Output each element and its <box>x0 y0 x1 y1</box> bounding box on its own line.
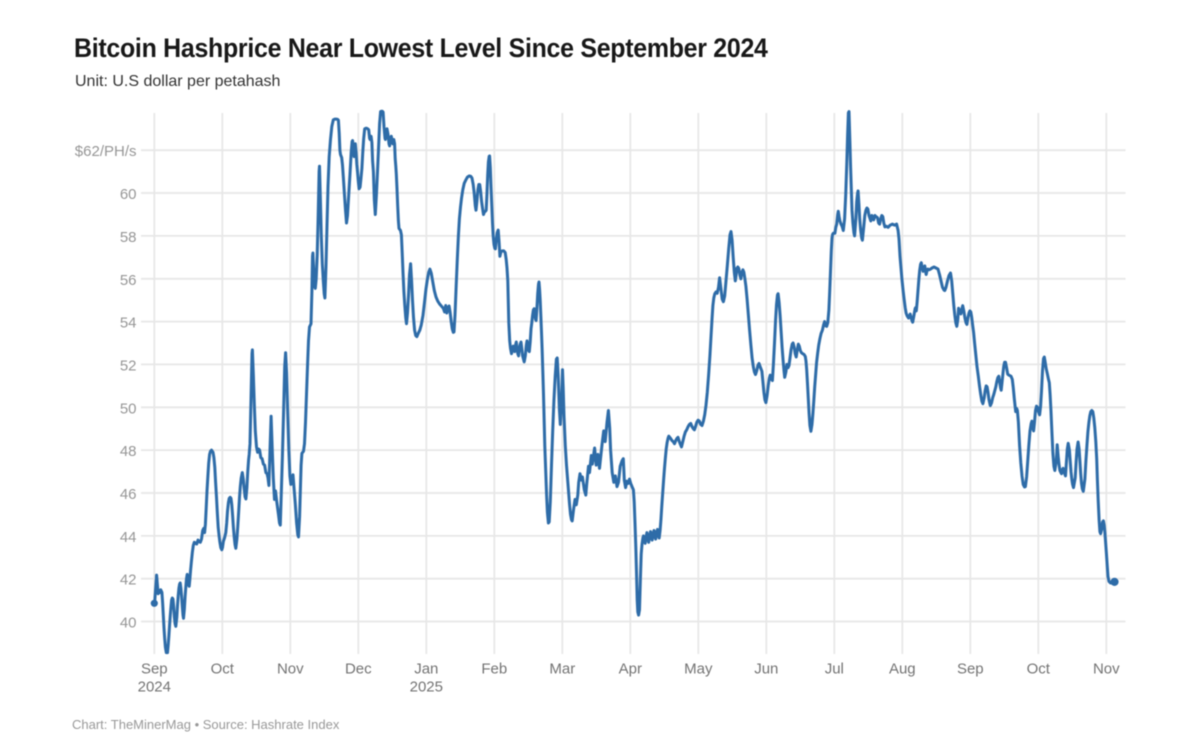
svg-text:44: 44 <box>120 529 137 546</box>
svg-text:May: May <box>684 661 713 678</box>
svg-text:Nov: Nov <box>1093 661 1120 678</box>
svg-text:50: 50 <box>120 400 137 417</box>
svg-text:Jul: Jul <box>825 661 844 678</box>
svg-text:Oct: Oct <box>211 661 235 678</box>
svg-text:Mar: Mar <box>549 661 575 678</box>
svg-text:Sep: Sep <box>141 661 168 678</box>
svg-text:42: 42 <box>120 572 137 589</box>
svg-text:40: 40 <box>120 615 137 632</box>
svg-text:Apr: Apr <box>619 661 642 678</box>
svg-text:$62/PH/s: $62/PH/s <box>75 143 137 160</box>
svg-text:56: 56 <box>120 272 137 289</box>
svg-text:Dec: Dec <box>345 661 372 678</box>
svg-text:Nov: Nov <box>277 661 304 678</box>
svg-text:Feb: Feb <box>481 661 507 678</box>
svg-text:58: 58 <box>120 229 137 246</box>
svg-text:Aug: Aug <box>889 661 916 678</box>
svg-text:Jun: Jun <box>754 661 778 678</box>
svg-text:52: 52 <box>120 357 137 374</box>
svg-text:48: 48 <box>120 443 137 460</box>
svg-text:Jan: Jan <box>414 661 438 678</box>
svg-text:2024: 2024 <box>138 679 171 696</box>
svg-text:Sep: Sep <box>957 661 984 678</box>
svg-text:54: 54 <box>120 315 137 332</box>
svg-text:46: 46 <box>120 486 137 503</box>
svg-text:60: 60 <box>120 186 137 203</box>
svg-text:2025: 2025 <box>410 679 443 696</box>
svg-text:Oct: Oct <box>1027 661 1051 678</box>
